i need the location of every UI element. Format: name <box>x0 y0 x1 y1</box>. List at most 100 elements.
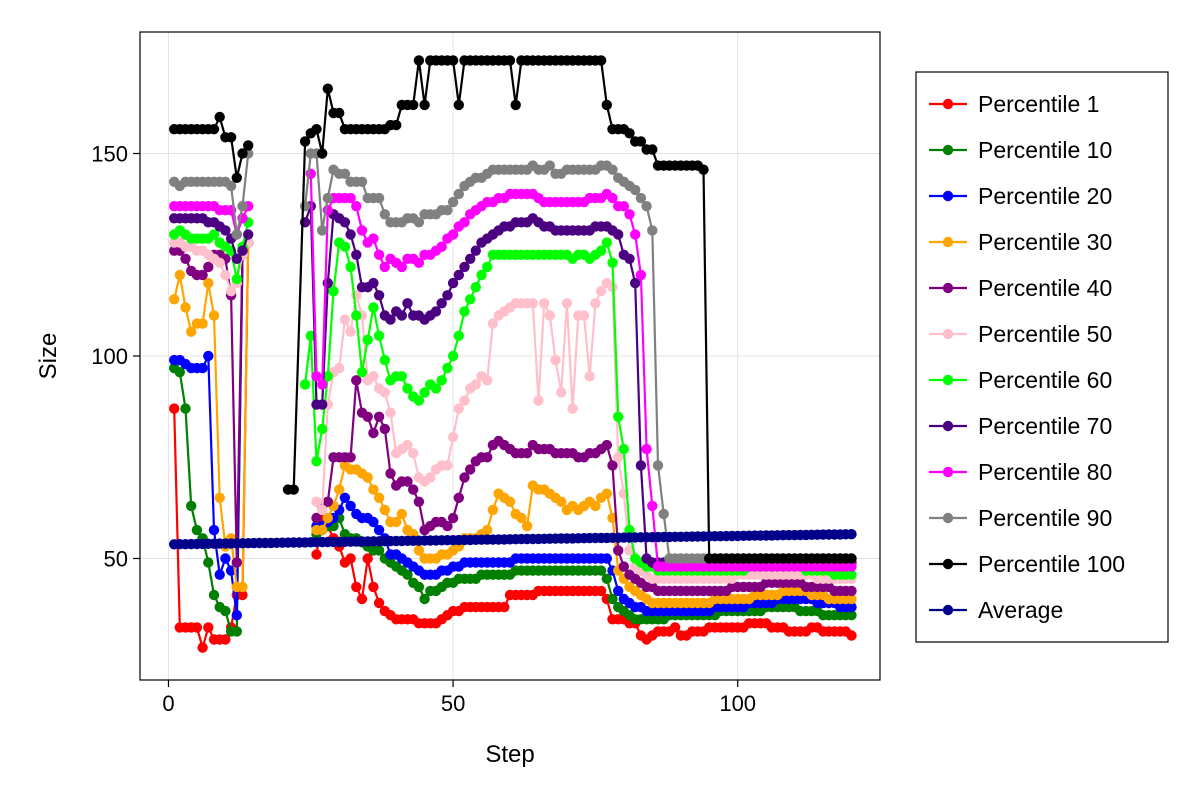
data-point <box>482 524 493 536</box>
data-point <box>527 298 538 309</box>
data-point <box>470 282 481 293</box>
data-point <box>368 516 379 528</box>
data-point <box>180 403 191 414</box>
legend-item: Percentile 70 <box>929 413 1112 439</box>
data-point <box>311 549 322 560</box>
data-point <box>521 448 533 459</box>
data-point <box>322 371 333 382</box>
data-point <box>362 334 373 345</box>
x-tick-label: 100 <box>719 691 756 716</box>
data-point <box>465 253 476 264</box>
data-point <box>635 269 647 281</box>
data-point <box>504 55 516 66</box>
data-point <box>544 160 555 171</box>
data-point <box>442 362 453 374</box>
series-percentile-1 <box>169 237 857 653</box>
data-point <box>465 464 476 475</box>
data-point <box>635 136 647 147</box>
data-point <box>379 354 390 366</box>
data-point <box>317 423 328 435</box>
data-point <box>186 326 197 337</box>
legend-marker <box>942 236 954 248</box>
data-point <box>208 589 220 601</box>
data-point <box>339 241 351 252</box>
data-point <box>373 290 385 301</box>
data-point <box>368 427 379 439</box>
data-point <box>408 99 419 111</box>
data-point <box>590 500 601 512</box>
legend-label: Percentile 90 <box>978 505 1112 531</box>
data-point <box>453 403 464 414</box>
data-point <box>391 119 402 131</box>
legend-item: Percentile 10 <box>929 137 1112 163</box>
data-point <box>504 496 516 507</box>
data-point <box>613 411 624 422</box>
data-point <box>351 581 362 593</box>
data-point <box>214 492 225 503</box>
data-point <box>197 269 208 281</box>
data-point <box>362 553 373 564</box>
data-point <box>453 99 464 111</box>
x-tick-label: 0 <box>162 691 174 716</box>
data-point <box>846 601 857 613</box>
data-point <box>658 508 669 520</box>
data-point <box>613 545 624 556</box>
data-point <box>470 245 481 256</box>
data-point <box>391 516 402 528</box>
data-point <box>595 565 607 576</box>
data-point <box>351 310 362 321</box>
y-tick-label: 150 <box>91 142 128 167</box>
data-point <box>436 298 447 309</box>
data-point <box>368 484 379 495</box>
data-point <box>652 460 664 471</box>
data-point <box>430 383 442 394</box>
data-point <box>846 630 857 641</box>
data-point <box>846 585 857 597</box>
data-point <box>311 512 322 524</box>
legend-item: Percentile 80 <box>929 459 1112 485</box>
data-point <box>419 387 430 398</box>
data-point <box>510 99 521 111</box>
data-point <box>362 472 373 483</box>
data-point <box>373 524 385 536</box>
data-point <box>373 492 385 503</box>
data-point <box>317 504 328 516</box>
data-point <box>299 201 311 212</box>
data-point <box>214 111 225 123</box>
data-point <box>698 164 709 175</box>
data-point <box>203 350 214 362</box>
legend-item: Percentile 20 <box>929 183 1112 209</box>
legend-label: Percentile 50 <box>978 321 1112 347</box>
data-point <box>447 512 459 524</box>
data-point <box>373 330 385 341</box>
data-point <box>356 225 368 236</box>
data-point <box>322 192 333 204</box>
data-point <box>669 622 681 633</box>
data-point <box>601 573 612 584</box>
data-point <box>339 168 351 179</box>
legend-marker <box>942 374 954 386</box>
legend-label: Percentile 60 <box>978 367 1112 393</box>
data-point <box>618 561 629 572</box>
data-point <box>225 180 237 192</box>
data-point <box>339 314 351 325</box>
data-point <box>368 277 379 289</box>
x-tick-label: 50 <box>441 691 465 716</box>
data-point <box>225 132 237 143</box>
data-point <box>613 229 624 240</box>
legend-item: Average <box>929 597 1063 623</box>
data-point <box>231 610 242 621</box>
data-point <box>174 269 185 281</box>
data-point <box>556 496 567 507</box>
series-percentile-20 <box>169 237 857 621</box>
data-point <box>630 229 641 240</box>
data-point <box>396 310 407 321</box>
y-axis-label: Size <box>35 333 62 380</box>
data-point <box>408 484 419 495</box>
data-point <box>447 431 459 443</box>
data-point <box>595 245 607 256</box>
data-point <box>584 371 595 382</box>
data-point <box>322 83 333 94</box>
data-point <box>613 585 624 597</box>
data-point <box>595 585 607 597</box>
